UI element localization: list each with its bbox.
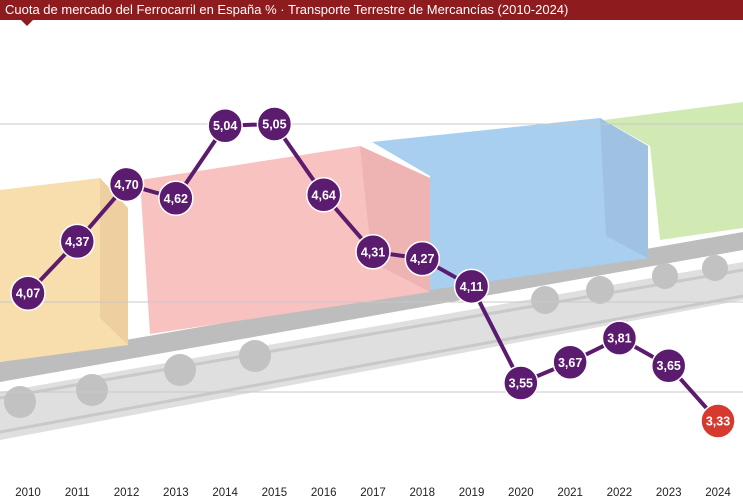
x-tick-label: 2019: [459, 487, 485, 499]
train-illustration: [0, 102, 743, 440]
data-point-marker: [10, 275, 46, 311]
data-point-2010: 4,07: [10, 275, 46, 311]
data-label: 4,11: [460, 280, 484, 294]
title-notch: [21, 20, 33, 26]
data-label: 4,27: [410, 252, 434, 266]
data-point-2023: 3,65: [650, 347, 687, 384]
x-tick-label: 2014: [212, 487, 238, 499]
data-point-2024: 3,33: [700, 403, 736, 439]
data-label: 4,37: [65, 235, 89, 249]
yellow-container: [0, 178, 128, 362]
green-container: [604, 102, 743, 240]
x-tick-label: 2012: [114, 487, 140, 499]
x-tick-label: 2018: [409, 487, 435, 499]
data-point-marker: [59, 223, 96, 260]
data-point-2021: 3,67: [552, 344, 588, 381]
data-point-2020: 3,55: [503, 365, 539, 401]
x-tick-label: 2015: [262, 487, 288, 499]
data-label: 4,70: [114, 178, 138, 192]
x-tick-label: 2010: [15, 487, 41, 499]
data-point-marker: [305, 177, 342, 213]
data-label: 4,31: [361, 245, 385, 259]
data-point-marker: [256, 106, 293, 142]
data-point-marker: [207, 107, 243, 144]
data-point-marker: [700, 403, 736, 439]
x-tick-label: 2017: [360, 487, 386, 499]
data-point-2019: 4,11: [453, 268, 490, 305]
data-point-marker: [601, 320, 638, 356]
data-label: 4,62: [164, 192, 188, 206]
blue-container: [372, 118, 648, 290]
data-point-2016: 4,64: [305, 177, 342, 213]
data-point-2014: 5,04: [207, 107, 243, 144]
data-label: 5,04: [213, 119, 237, 133]
railway-track: [0, 262, 743, 440]
data-point-marker: [404, 240, 441, 277]
data-point-2012: 4,70: [108, 166, 145, 203]
data-point-2011: 4,37: [59, 223, 96, 260]
data-point-marker: [552, 344, 588, 381]
flatcar-deck: [0, 232, 743, 382]
data-points: 4,07 4,37 4,70 4,62 5,04 5,05 4,64 4,31 4,27 4,11…: [10, 106, 736, 439]
chart-title: Cuota de mercado del Ferrocarril en Espa…: [5, 2, 569, 17]
title-bar: Cuota de mercado del Ferrocarril en Espa…: [0, 0, 743, 26]
x-tick-label: 2011: [65, 487, 90, 499]
data-label: 3,67: [558, 356, 582, 370]
data-point-2018: 4,27: [404, 240, 441, 277]
x-tick-label: 2023: [656, 487, 682, 499]
data-label: 4,07: [16, 287, 40, 301]
data-point-marker: [453, 268, 490, 305]
wheels: [4, 255, 728, 418]
data-point-2017: 4,31: [355, 234, 391, 270]
data-label: 4,64: [312, 188, 336, 202]
data-label: 3,81: [607, 332, 631, 346]
x-tick-label: 2021: [557, 487, 583, 499]
data-point-marker: [503, 365, 539, 401]
x-tick-label: 2013: [163, 487, 189, 499]
x-tick-label: 2020: [508, 487, 534, 499]
x-tick-label: 2024: [705, 487, 731, 499]
data-label: 5,05: [262, 118, 286, 132]
x-axis: 2010 2011 2012 2013 2014 2015 2016 2017 2018 2019…: [15, 487, 731, 499]
data-point-2022: 3,81: [601, 320, 638, 356]
data-point-marker: [108, 166, 145, 203]
data-label: 3,65: [657, 359, 681, 373]
x-tick-label: 2022: [607, 487, 633, 499]
data-point-marker: [355, 234, 391, 270]
data-label: 3,33: [706, 415, 730, 429]
gridlines: [0, 123, 743, 393]
data-label: 3,55: [509, 377, 533, 391]
data-point-marker: [650, 347, 687, 384]
data-point-2015: 5,05: [256, 106, 293, 142]
data-point-marker: [158, 180, 194, 216]
x-tick-label: 2016: [311, 487, 337, 499]
data-point-2013: 4,62: [158, 180, 194, 216]
